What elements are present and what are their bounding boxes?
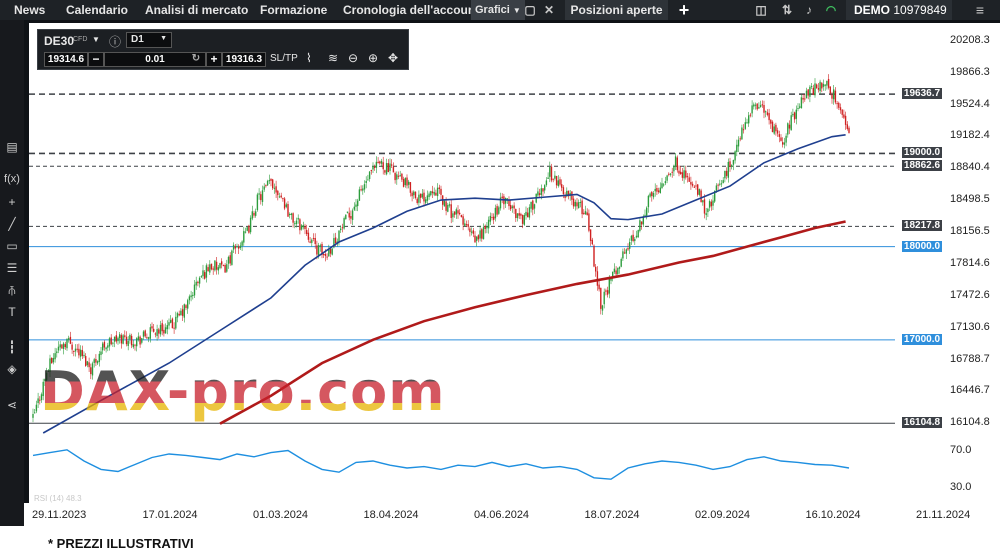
fibonacci-icon[interactable]: ☰ bbox=[6, 261, 18, 275]
pitchfork-icon[interactable]: ⫚ bbox=[8, 283, 16, 297]
date-tick-label: 18.04.2024 bbox=[363, 509, 419, 521]
indicator-list-icon[interactable]: ▤ bbox=[6, 140, 18, 154]
bell-icon[interactable]: ♪ bbox=[806, 3, 812, 17]
date-tick-label: 01.03.2024 bbox=[253, 509, 309, 521]
price-tick-label: 19524.4 bbox=[950, 97, 990, 110]
price-alert-icon[interactable]: ⇅ bbox=[781, 3, 793, 17]
price-level-label[interactable]: 18217.8 bbox=[902, 220, 942, 232]
price-level-label[interactable]: 18000.0 bbox=[902, 240, 942, 252]
symbol-dropdown-icon[interactable]: ▼ bbox=[92, 35, 100, 44]
sltp-button[interactable]: SL/TP bbox=[270, 53, 298, 64]
price-level-label[interactable]: 19636.7 bbox=[902, 88, 942, 100]
bid-price[interactable]: 19314.6 bbox=[44, 52, 88, 67]
price-tick-label: 17814.6 bbox=[950, 256, 990, 269]
account-badge[interactable]: DEMO 10979849 bbox=[846, 0, 952, 20]
account-type: DEMO bbox=[854, 3, 890, 17]
chevron-down-icon: ▼ bbox=[160, 35, 167, 42]
price-level-label[interactable]: 18862.6 bbox=[902, 160, 942, 172]
layers-icon[interactable]: ◈ bbox=[7, 362, 17, 376]
symbol-name[interactable]: DE30 bbox=[44, 34, 75, 48]
tab-posizioni-aperte[interactable]: Posizioni aperte bbox=[565, 0, 668, 20]
layout-icon[interactable]: ◫ bbox=[755, 3, 767, 17]
price-tick-label: 16788.7 bbox=[950, 352, 990, 365]
drawing-tools-sidebar: ▤ f(x) + ╱ ▭ ☰ ⫚ T ┇ ◈ ⋖ bbox=[0, 20, 24, 526]
volume-input[interactable]: 0.01 bbox=[104, 52, 206, 67]
zoom-in-icon[interactable]: ⊕ bbox=[368, 51, 379, 65]
date-tick-label: 02.09.2024 bbox=[695, 509, 751, 521]
price-tick-label: 19866.3 bbox=[950, 65, 990, 78]
move-icon[interactable]: ✥ bbox=[388, 51, 399, 65]
hamburger-menu-icon[interactable]: ≡ bbox=[975, 2, 985, 18]
window-icon[interactable]: ▢ bbox=[524, 3, 536, 17]
close-icon[interactable]: ✕ bbox=[543, 3, 555, 17]
tab-calendario[interactable]: Calendario bbox=[66, 3, 129, 17]
plus-icon[interactable]: + bbox=[678, 0, 690, 20]
date-tick-label: 04.06.2024 bbox=[474, 509, 530, 521]
tab-grafici-label: Grafici bbox=[475, 4, 510, 16]
time-axis[interactable] bbox=[24, 503, 1000, 526]
account-number: 10979849 bbox=[893, 3, 947, 17]
text-tool-icon[interactable]: T bbox=[8, 305, 16, 319]
date-tick-label: 17.01.2024 bbox=[142, 509, 198, 521]
price-tick-label: 16104.8 bbox=[950, 416, 990, 429]
info-icon[interactable]: ⓘ bbox=[109, 35, 122, 49]
timeframe-value: D1 bbox=[131, 34, 144, 45]
illustrative-prices-note: * PREZZI ILLUSTRATIVI bbox=[48, 536, 194, 551]
price-tick-label: 19182.4 bbox=[950, 129, 990, 142]
top-navigation-bar: News Calendario Analisi di mercato Forma… bbox=[0, 0, 1000, 20]
refresh-icon[interactable]: ↻ bbox=[191, 53, 201, 64]
chart-type-icon[interactable]: ⌇ bbox=[306, 51, 312, 65]
date-tick-label: 18.07.2024 bbox=[584, 509, 640, 521]
date-tick-label: 21.11.2024 bbox=[916, 509, 971, 521]
footer: * PREZZI ILLUSTRATIVI bbox=[0, 526, 1000, 552]
symbol-tag: CFD bbox=[73, 36, 88, 43]
ask-price[interactable]: 19316.3 bbox=[222, 52, 266, 67]
dax-pro-watermark: DAX-pro.com bbox=[40, 360, 446, 423]
rsi-indicator-label: RSI (14) 48.3 bbox=[34, 494, 82, 503]
volume-increase-button[interactable]: + bbox=[206, 52, 222, 67]
tab-formazione[interactable]: Formazione bbox=[260, 3, 328, 17]
zoom-out-icon[interactable]: ⊖ bbox=[348, 51, 359, 65]
timeframe-select[interactable]: D1 ▼ bbox=[126, 32, 172, 48]
price-tick-label: 18840.4 bbox=[950, 161, 990, 174]
price-level-label[interactable]: 16104.8 bbox=[902, 417, 942, 429]
date-tick-label: 16.10.2024 bbox=[805, 509, 861, 521]
rectangle-icon[interactable]: ▭ bbox=[6, 239, 18, 253]
share-icon[interactable]: ⋖ bbox=[6, 398, 18, 412]
wifi-icon: ◠ bbox=[825, 3, 837, 17]
crosshair-icon[interactable]: + bbox=[8, 195, 16, 209]
function-icon[interactable]: f(x) bbox=[4, 173, 20, 185]
rsi-panel[interactable] bbox=[29, 433, 895, 503]
volume-decrease-button[interactable]: − bbox=[88, 52, 104, 67]
price-tick-label: 18498.5 bbox=[950, 193, 990, 206]
tab-news[interactable]: News bbox=[14, 3, 46, 17]
trade-toolbar: DE30 CFD ▼ ⓘ D1 ▼ 19314.6 − 0.01 ↻ + 193… bbox=[37, 29, 409, 70]
price-tick-label: 17472.6 bbox=[950, 288, 990, 301]
trendline-icon[interactable]: ╱ bbox=[8, 217, 16, 231]
tab-cronologia-account[interactable]: Cronologia dell'account bbox=[343, 3, 480, 17]
price-level-label[interactable]: 17000.0 bbox=[902, 333, 942, 345]
chevron-down-icon: ▼ bbox=[512, 6, 521, 15]
rsi-tick-high: 70.0 bbox=[950, 444, 972, 456]
price-tick-label: 18156.5 bbox=[950, 225, 990, 238]
tab-analisi-di-mercato[interactable]: Analisi di mercato bbox=[145, 3, 249, 17]
price-level-label[interactable]: 19000.0 bbox=[902, 147, 942, 159]
candles-icon[interactable]: ┇ bbox=[8, 340, 16, 354]
price-tick-label: 16446.7 bbox=[950, 384, 990, 397]
rsi-tick-low: 30.0 bbox=[950, 481, 972, 493]
tab-grafici[interactable]: Grafici ▼ bbox=[471, 0, 525, 20]
indicators-icon[interactable]: ≋ bbox=[328, 51, 339, 65]
price-tick-label: 17130.6 bbox=[950, 320, 990, 333]
price-tick-label: 20208.3 bbox=[950, 33, 990, 46]
date-tick-label: 29.11.2023 bbox=[32, 509, 87, 521]
